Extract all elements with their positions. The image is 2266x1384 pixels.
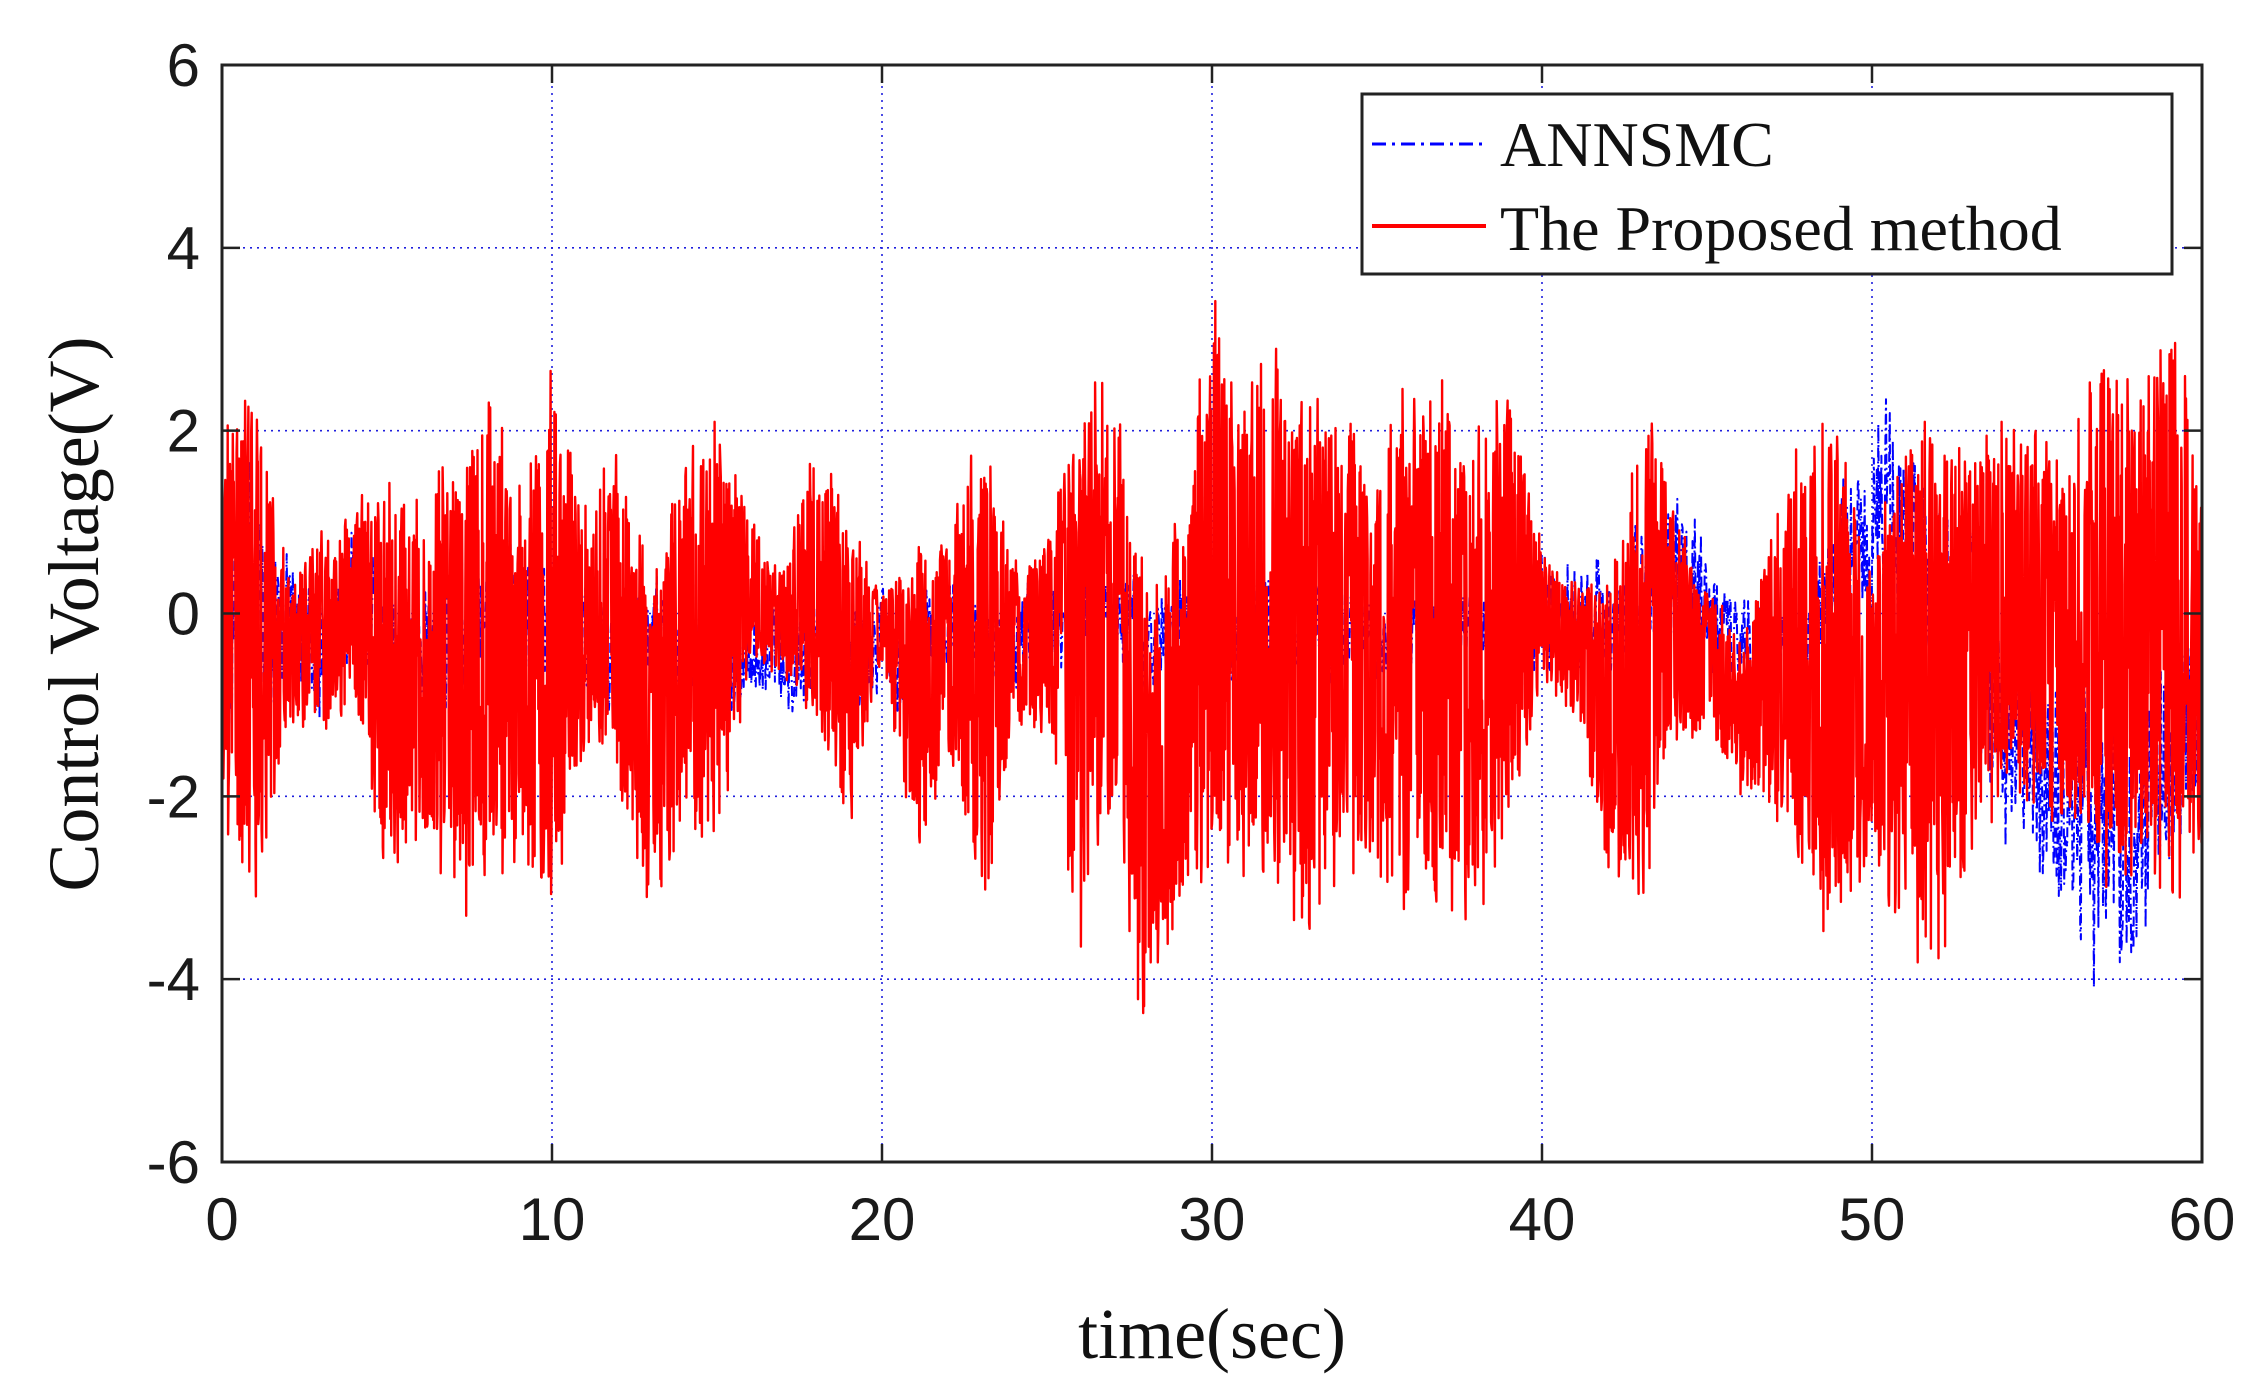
y-tick-label: -2 <box>147 763 200 830</box>
x-tick-label: 10 <box>519 1186 586 1253</box>
y-tick-label: -6 <box>147 1129 200 1196</box>
x-tick-label: 0 <box>205 1186 238 1253</box>
x-tick-label: 30 <box>1179 1186 1246 1253</box>
y-axis-label: Control Voltage(V) <box>34 336 114 891</box>
legend-box <box>1360 92 2174 276</box>
y-tick-label: 0 <box>167 581 200 648</box>
y-tick-label: 4 <box>167 215 200 282</box>
series-line-proposed <box>220 299 2204 1015</box>
legend: ANNSMC The Proposed method <box>1360 92 2174 276</box>
legend-label-proposed: The Proposed method <box>1500 193 2062 264</box>
x-tick-label: 20 <box>849 1186 916 1253</box>
x-tick-label: 50 <box>1839 1186 1906 1253</box>
tick-labels: 0 10 20 30 40 50 60 -6 -4 -2 0 2 4 6 <box>147 32 2236 1253</box>
x-tick-label: 60 <box>2169 1186 2236 1253</box>
y-tick-label: -4 <box>147 946 200 1013</box>
x-axis-label: time(sec) <box>1078 1294 1346 1374</box>
series-layer <box>220 299 2204 1015</box>
y-tick-label: 2 <box>167 398 200 465</box>
y-tick-label: 6 <box>167 32 200 99</box>
x-tick-label: 40 <box>1509 1186 1576 1253</box>
legend-label-annsmc: ANNSMC <box>1500 109 1774 180</box>
